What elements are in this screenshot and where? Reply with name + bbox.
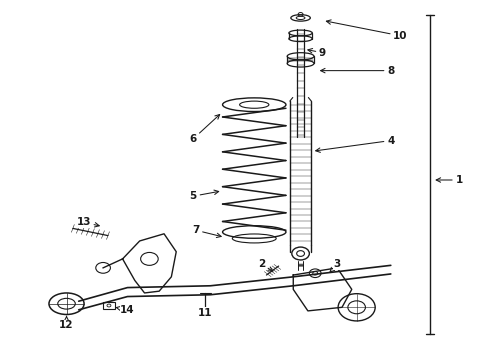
Text: 3: 3 (329, 259, 340, 272)
Text: 1: 1 (435, 175, 462, 185)
Text: 10: 10 (325, 20, 407, 41)
Text: 12: 12 (59, 316, 74, 330)
Text: 11: 11 (198, 308, 212, 318)
Text: 13: 13 (76, 217, 99, 227)
Text: 9: 9 (307, 48, 325, 58)
Text: 5: 5 (189, 190, 218, 201)
Text: 14: 14 (116, 305, 135, 315)
Text: 8: 8 (320, 66, 394, 76)
Text: 2: 2 (257, 259, 272, 271)
Text: 6: 6 (189, 114, 219, 144)
Text: 7: 7 (192, 225, 221, 238)
Text: 4: 4 (315, 136, 394, 152)
